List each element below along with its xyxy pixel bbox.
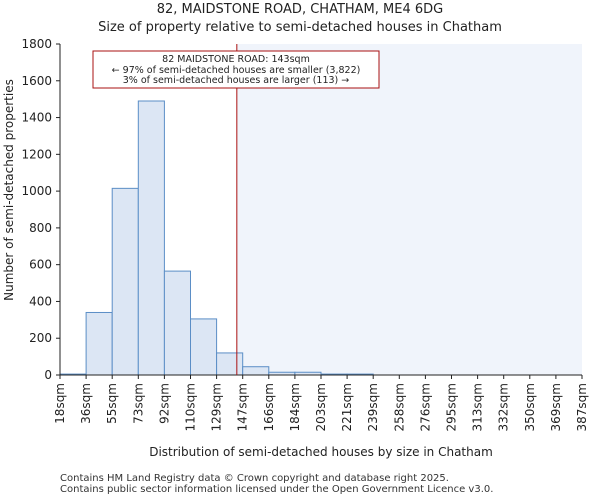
x-tick-label: 276sqm	[418, 383, 432, 431]
x-tick-label: 203sqm	[314, 383, 328, 431]
y-tick-label: 600	[29, 258, 52, 272]
y-tick-label: 1600	[21, 74, 52, 88]
y-tick-label: 1200	[21, 147, 52, 161]
y-tick-label: 1800	[21, 37, 52, 51]
x-tick-label: 369sqm	[549, 383, 563, 431]
y-tick-label: 0	[44, 368, 52, 382]
y-tick-label: 800	[29, 221, 52, 235]
y-tick-label: 1400	[21, 111, 52, 125]
annotation-text: 82 MAIDSTONE ROAD: 143sqm	[162, 54, 310, 65]
histogram-bar	[85, 311, 113, 376]
histogram-bar	[111, 187, 139, 376]
x-tick-label: 166sqm	[262, 383, 276, 431]
footer-copyright: Contains HM Land Registry data © Crown c…	[60, 473, 449, 484]
x-tick-label: 258sqm	[392, 383, 406, 431]
x-tick-label: 313sqm	[471, 383, 485, 431]
y-tick-label: 400	[29, 294, 52, 308]
x-tick-label: 239sqm	[366, 383, 380, 431]
x-tick-label: 332sqm	[497, 383, 511, 431]
chart-title: 82, MAIDSTONE ROAD, CHATHAM, ME4 6DG	[156, 2, 444, 17]
x-tick-label: 110sqm	[184, 383, 198, 431]
annotation-text: 3% of semi-detached houses are larger (1…	[123, 75, 350, 86]
shaded-region	[236, 44, 582, 375]
annotation-box	[92, 50, 380, 89]
x-tick-label: 73sqm	[131, 383, 145, 424]
y-tick-label: 200	[29, 331, 52, 345]
x-tick-label: 18sqm	[53, 383, 67, 424]
x-tick-label: 221sqm	[340, 383, 354, 431]
x-tick-label: 295sqm	[445, 383, 459, 431]
x-tick-label: 92sqm	[157, 383, 171, 424]
x-tick-label: 184sqm	[288, 383, 302, 431]
footer-licence: Contains public sector information licen…	[60, 484, 494, 495]
histogram-bar	[163, 270, 191, 376]
histogram-bar	[216, 352, 244, 376]
x-axis-label: Distribution of semi-detached houses by …	[149, 445, 493, 459]
x-tick-label: 129sqm	[210, 383, 224, 431]
x-tick-label: 387sqm	[575, 383, 589, 431]
chart-subtitle: Size of property relative to semi-detach…	[98, 20, 502, 35]
histogram-bar	[190, 318, 218, 376]
x-tick-label: 350sqm	[523, 383, 537, 431]
x-tick-label: 55sqm	[105, 383, 119, 424]
x-tick-label: 147sqm	[236, 383, 250, 431]
histogram-bar	[242, 366, 270, 376]
x-tick-label: 36sqm	[79, 383, 93, 424]
y-tick-label: 1000	[21, 184, 52, 198]
histogram-bar	[137, 100, 165, 376]
annotation-text: ← 97% of semi-detached houses are smalle…	[112, 65, 361, 76]
histogram-chart: 0 200 400 600 800 1000 1200 1400 1600 1800 18sqm 3…	[21, 37, 589, 431]
